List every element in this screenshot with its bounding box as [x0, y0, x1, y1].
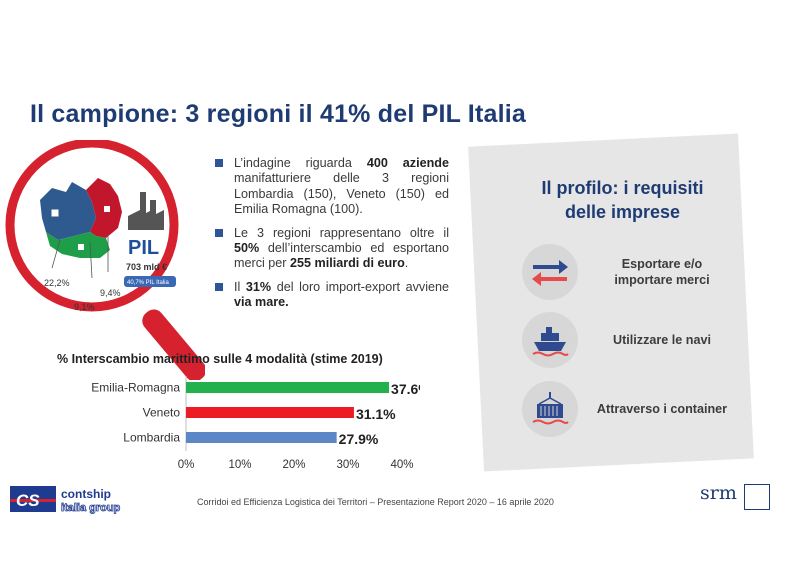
bullet-item: Il 31% del loro import-export avviene vi… — [213, 280, 449, 311]
chart-data-label: 37.6% — [391, 381, 420, 397]
pil-value: 703 mld € — [126, 262, 167, 272]
bullet-bold: 255 miliardi di euro — [289, 256, 405, 271]
bullet-square-icon — [215, 228, 223, 237]
bullet-bold: 400 aziende — [366, 156, 449, 170]
profile-item-label: Utilizzare le navi — [613, 333, 711, 347]
slide-title: Il campione: 3 regioni il 41% del PIL It… — [30, 100, 526, 128]
chart-category-label: Lombardia — [123, 431, 180, 445]
chart-bar — [186, 382, 390, 393]
chart-tick-label: 30% — [336, 459, 359, 471]
svg-text:contship: contship — [61, 487, 111, 501]
arrows-exchange-icon — [522, 244, 578, 300]
pct-lombardia: 22,2% — [44, 278, 70, 288]
chart-category-label: Emilia-Romagna — [91, 381, 180, 395]
bullet-bold: 50% — [234, 241, 260, 256]
magnifier-handle — [142, 309, 205, 380]
pct-veneto: 9,4% — [100, 288, 121, 298]
srm-logo-text: srm — [700, 482, 737, 504]
profile-item-containers: Attraverso i container — [522, 381, 732, 437]
bullet-text: manifatturiere delle 3 regioni Lombardia… — [234, 171, 449, 217]
bullet-text: del loro import-export avviene — [271, 279, 449, 294]
svg-text:CS: CS — [16, 491, 40, 510]
srm-logo: srm — [700, 480, 770, 512]
chart-tick-label: 20% — [282, 459, 305, 471]
profile-panel-title: Il profilo: i requisiti delle imprese — [541, 178, 704, 222]
bullet-text: L’indagine riguarda — [234, 156, 367, 170]
bullet-text: Le 3 regioni rappresentano oltre il — [234, 225, 449, 240]
pil-share-badge — [124, 276, 176, 287]
chart-title: % Interscambio marittimo sulle 4 modalit… — [57, 352, 383, 366]
chart-data-label: 27.9% — [339, 431, 379, 447]
bullet-text: Il — [234, 279, 246, 294]
profile-item-label: Esportare e/o importare merci — [614, 257, 710, 287]
chart-bar — [186, 432, 337, 443]
srm-logo-box — [744, 484, 770, 510]
bullet-square-icon — [215, 282, 223, 291]
bullet-bold: via mare. — [234, 295, 289, 310]
footer-text: Corridoi ed Efficienza Logistica dei Ter… — [197, 497, 554, 507]
factory-icon — [128, 192, 164, 230]
bullet-list: L’indagine riguarda 400 aziende manifatt… — [213, 156, 449, 319]
pil-label: PIL — [128, 237, 159, 259]
map-lombardia — [40, 182, 96, 240]
magnifier-map-graphic: PIL 703 mld € 40,7% PIL Italia 22,2% 9,1… — [5, 140, 205, 380]
chart-bar — [186, 407, 354, 418]
profile-item-export: Esportare e/o importare merci — [522, 244, 732, 300]
container-icon — [522, 381, 578, 437]
profile-item-label: Attraverso i container — [596, 402, 728, 416]
contship-logo: CS contship italia group — [10, 486, 121, 514]
chart-tick-label: 0% — [178, 459, 195, 471]
bar-chart: Emilia-Romagna 37.6% Veneto 31.1% Lombardia 2… — [91, 376, 420, 471]
ship-icon — [522, 312, 578, 368]
chart-tick-label: 10% — [228, 459, 251, 471]
svg-text:italia group: italia group — [61, 502, 121, 514]
chart-data-label: 31.1% — [356, 406, 396, 422]
bullet-text: . — [404, 256, 409, 271]
bullet-bold: 31% — [245, 279, 272, 294]
bullet-item: L’indagine riguarda 400 aziende manifatt… — [213, 156, 449, 218]
bullet-text: dell’interscambio ed esportano merci per — [234, 241, 449, 271]
chart-tick-label: 40% — [390, 459, 413, 471]
pil-share: 40,7% PIL Italia — [127, 280, 169, 286]
chart-category-label: Veneto — [143, 406, 181, 420]
profile-item-ships: Utilizzare le navi — [522, 312, 732, 368]
bullet-item: Le 3 regioni rappresentano oltre il 50% … — [213, 226, 449, 272]
bullet-square-icon — [215, 159, 223, 167]
pct-emilia: 9,1% — [74, 302, 95, 312]
